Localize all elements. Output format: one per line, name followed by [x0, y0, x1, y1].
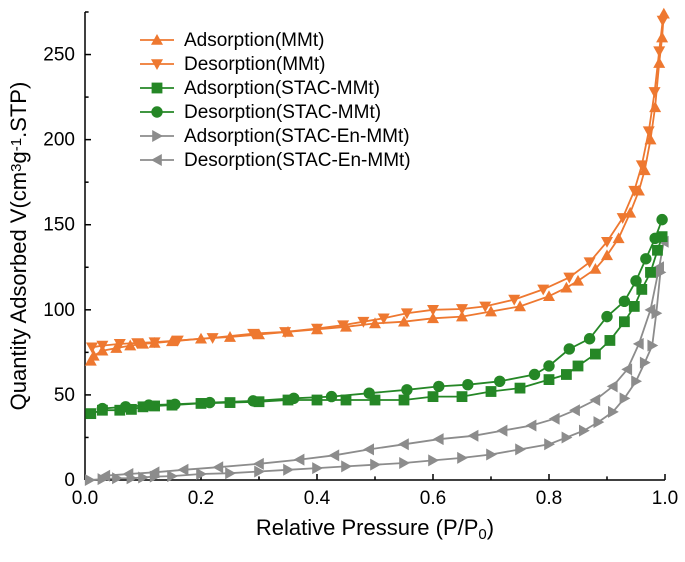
- y-tick-label: 0: [64, 470, 75, 491]
- y-tick-label: 250: [43, 45, 75, 66]
- series-line-stacen_des: [105, 242, 664, 476]
- series-markers-stacen_ads: [85, 266, 667, 486]
- x-tick-label: 0.8: [536, 488, 562, 509]
- series-line-mmt_des: [92, 21, 663, 348]
- chart-svg: 0.0 0.2 0.4 0.6 0.8 1.0 0 50 100 150 200 250 Relativ…: [0, 0, 685, 562]
- legend-label: Adsorption(STAC-MMt): [184, 78, 380, 99]
- legend-label: Desorption(STAC-En-MMt): [184, 150, 411, 171]
- x-axis-title: Relative Pressure (P/P0): [256, 515, 494, 543]
- legend-label: Desorption(STAC-MMt): [184, 102, 381, 123]
- legend-label: Adsorption(STAC-En-MMt): [184, 126, 410, 147]
- y-tick-label: 150: [43, 215, 75, 236]
- y-axis-title: Quantity Adsorbed V(cm3g-1.STP): [6, 82, 31, 411]
- x-tick-label: 0.6: [420, 488, 446, 509]
- series-markers-stacen_des: [99, 236, 668, 482]
- y-tick-label: 100: [43, 300, 75, 321]
- legend: Adsorption(MMt) Desorption(MMt) Adsorption…: [140, 30, 411, 171]
- x-tick-label: 0.0: [72, 488, 98, 509]
- y-tick-label: 50: [54, 385, 75, 406]
- series-markers-mmt_des: [86, 16, 669, 354]
- series-line-mmt_ads: [91, 14, 664, 361]
- x-tick-label: 0.2: [188, 488, 214, 509]
- legend-label: Desorption(MMt): [184, 54, 325, 75]
- legend-label: Adsorption(MMt): [184, 30, 324, 51]
- x-tick-label: 0.4: [304, 488, 331, 509]
- series-markers-mmt_ads: [85, 8, 670, 366]
- y-tick-label: 200: [43, 130, 75, 151]
- x-tick-label: 1.0: [652, 488, 678, 509]
- adsorption-isotherm-chart: 0.0 0.2 0.4 0.6 0.8 1.0 0 50 100 150 200 250 Relativ…: [0, 0, 685, 562]
